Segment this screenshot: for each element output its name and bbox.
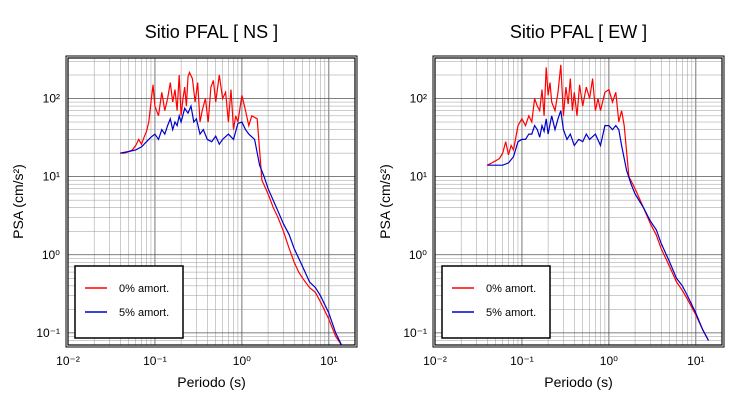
legend-label: 5% amort.: [119, 307, 169, 319]
legend: 0% amort. 5% amort.: [74, 265, 184, 339]
y-axis-label: PSA (cm/s²): [377, 164, 393, 239]
plot-frame: [434, 57, 723, 346]
series-line-undamped: [120, 70, 342, 345]
y-tick-label: 10²: [410, 92, 427, 106]
x-tick-label: 10⁻²: [423, 354, 447, 368]
chart-title: Sitio PFAL [ EW ]: [510, 22, 647, 42]
x-tick-label: 10⁻¹: [143, 354, 167, 368]
y-tick-label: 10⁻¹: [36, 326, 60, 340]
x-axis-label: Periodo (s): [544, 374, 612, 390]
chart-panel-1: 10⁻² 10⁻¹ 10⁰ 10¹ 10⁻¹ 10⁰ 10¹ 10² Sitio PFAL [ …: [10, 22, 358, 390]
y-tick-label: 10²: [43, 92, 60, 106]
chart-panel-2: 10⁻² 10⁻¹ 10⁰ 10¹ 10⁻¹ 10⁰ 10¹ 10² Sitio PFAL [ …: [377, 22, 725, 390]
x-tick-label: 10⁰: [600, 354, 618, 368]
legend-box: [441, 265, 551, 339]
y-tick-label: 10¹: [43, 170, 60, 184]
x-axis-label: Periodo (s): [177, 374, 245, 390]
x-tick-label: 10⁻¹: [510, 354, 534, 368]
y-tick-label: 10⁰: [42, 248, 60, 262]
x-tick-label: 10⁰: [233, 354, 251, 368]
y-axis-label: PSA (cm/s²): [10, 164, 26, 239]
legend-label: 0% amort.: [119, 283, 169, 295]
x-tick-label: 10¹: [320, 354, 337, 368]
legend-label: 5% amort.: [486, 307, 536, 319]
legend: 0% amort. 5% amort.: [441, 265, 551, 339]
series-line-damped: [487, 110, 710, 341]
legend-label: 0% amort.: [486, 283, 536, 295]
plot-frame-outer: [432, 55, 725, 348]
series-line-damped: [120, 104, 343, 345]
legend-box: [74, 265, 184, 339]
x-tick-label: 10¹: [687, 354, 704, 368]
chart-title: Sitio PFAL [ NS ]: [145, 22, 278, 42]
y-tick-label: 10⁰: [409, 248, 427, 262]
y-tick-label: 10¹: [410, 170, 427, 184]
y-tick-label: 10⁻¹: [403, 326, 427, 340]
grid-lines: [434, 58, 723, 346]
plot-frame-outer: [65, 55, 358, 348]
plot-frame: [67, 57, 356, 346]
x-tick-label: 10⁻²: [56, 354, 80, 368]
